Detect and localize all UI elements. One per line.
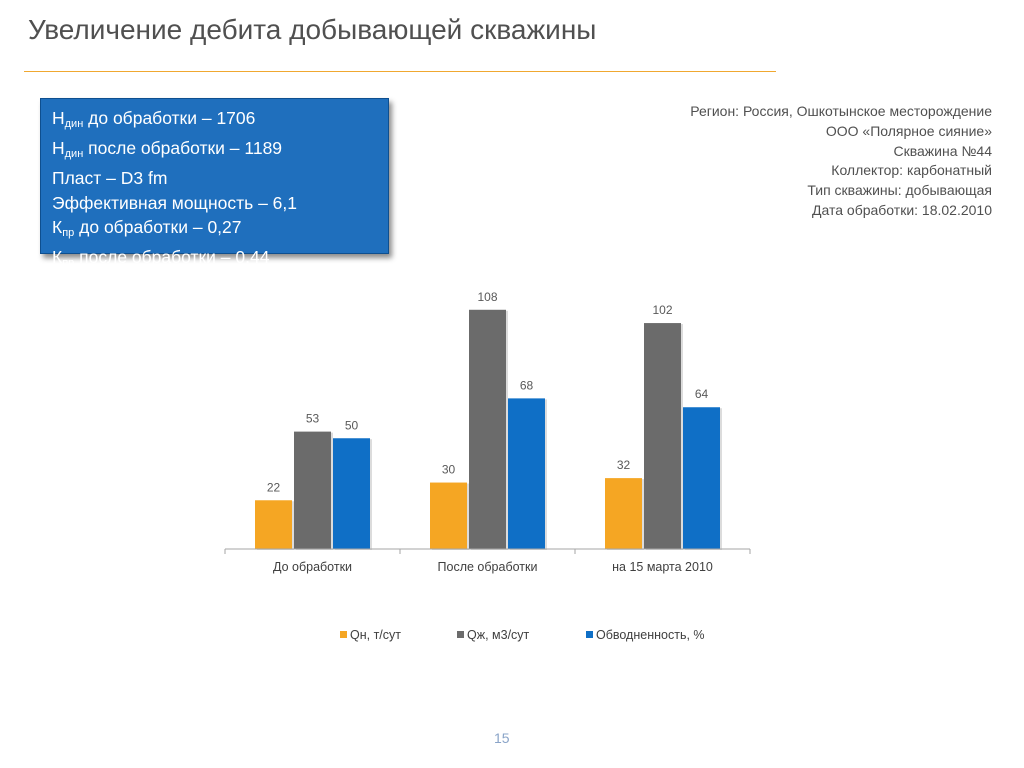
meta-treatment-date: Дата обработки: 18.02.2010 bbox=[812, 201, 992, 218]
bar bbox=[683, 407, 720, 549]
info-line-subscript: дин bbox=[64, 148, 84, 161]
data-label: 64 bbox=[695, 387, 709, 401]
data-label: 22 bbox=[267, 480, 281, 494]
legend-swatch bbox=[340, 631, 347, 638]
info-line-main: К bbox=[52, 216, 63, 237]
info-line: Hдин до обработки – 1706 bbox=[52, 106, 388, 136]
category-label: После обработки bbox=[438, 560, 538, 574]
info-line-main: H bbox=[52, 138, 65, 159]
meta-region: Регион: Россия, Ошкотынское месторождени… bbox=[690, 103, 992, 119]
page-title: Увеличение дебита добывающей скважины bbox=[28, 14, 597, 45]
meta-company: ООО «Полярное сияние» bbox=[825, 122, 992, 139]
info-line-text: после обработки – 0,44 bbox=[74, 247, 270, 268]
bar bbox=[294, 431, 331, 549]
info-line-main: H bbox=[52, 108, 65, 128]
meta-well-type: Тип скважины: добывающая bbox=[807, 182, 992, 199]
bar bbox=[333, 438, 370, 549]
info-line-main: К bbox=[52, 247, 63, 268]
data-label: 68 bbox=[520, 378, 534, 392]
page-number: 15 bbox=[494, 730, 510, 746]
title-divider bbox=[24, 71, 776, 72]
info-line: Эффективная мощность – 6,1 bbox=[52, 191, 388, 215]
category-label: До обработки bbox=[273, 560, 352, 574]
bar bbox=[508, 398, 545, 549]
data-label: 30 bbox=[442, 463, 456, 477]
legend-label: Qн, т/сут bbox=[350, 628, 401, 642]
legend-swatch bbox=[457, 631, 464, 638]
info-line-main: Пласт – D3 fm bbox=[52, 168, 168, 189]
bar bbox=[605, 478, 642, 549]
info-line: Кпр до обработки – 0,27 bbox=[52, 215, 388, 245]
info-line-subscript: пр bbox=[62, 226, 75, 239]
data-label: 102 bbox=[652, 303, 672, 317]
data-label: 50 bbox=[345, 418, 359, 432]
info-line-text: до обработки – 1706 bbox=[83, 108, 256, 128]
category-label: на 15 марта 2010 bbox=[612, 560, 713, 574]
well-parameters-box: Hдин до обработки – 1706 Hдин после обра… bbox=[40, 98, 389, 269]
bar bbox=[430, 482, 467, 549]
info-line: Пласт – D3 fm bbox=[52, 166, 388, 190]
data-label: 32 bbox=[617, 458, 631, 472]
legend-label: Qж, м3/сут bbox=[467, 628, 530, 642]
bar bbox=[644, 323, 681, 549]
info-line-subscript: дин bbox=[64, 118, 84, 130]
meta-well: Скважина №44 bbox=[893, 142, 993, 159]
legend-label: Обводненность, % bbox=[596, 628, 705, 642]
info-line-main: Эффективная мощность – 6,1 bbox=[52, 192, 298, 213]
legend-swatch bbox=[586, 631, 593, 638]
well-metadata: Регион: Россия, Ошкотынское месторождени… bbox=[690, 102, 992, 221]
info-line-text: до обработки – 0,27 bbox=[74, 216, 242, 237]
bar bbox=[469, 309, 506, 549]
info-line: Кпр после обработки – 0,44 bbox=[52, 245, 388, 275]
info-line-text: после обработки – 1189 bbox=[83, 138, 283, 159]
info-line-subscript: пр bbox=[62, 257, 75, 270]
data-label: 108 bbox=[477, 290, 497, 304]
info-line: Hдин после обработки – 1189 bbox=[52, 136, 388, 166]
meta-collector: Коллектор: карбонатный bbox=[831, 162, 992, 179]
data-label: 53 bbox=[306, 412, 320, 426]
bar bbox=[255, 500, 292, 549]
